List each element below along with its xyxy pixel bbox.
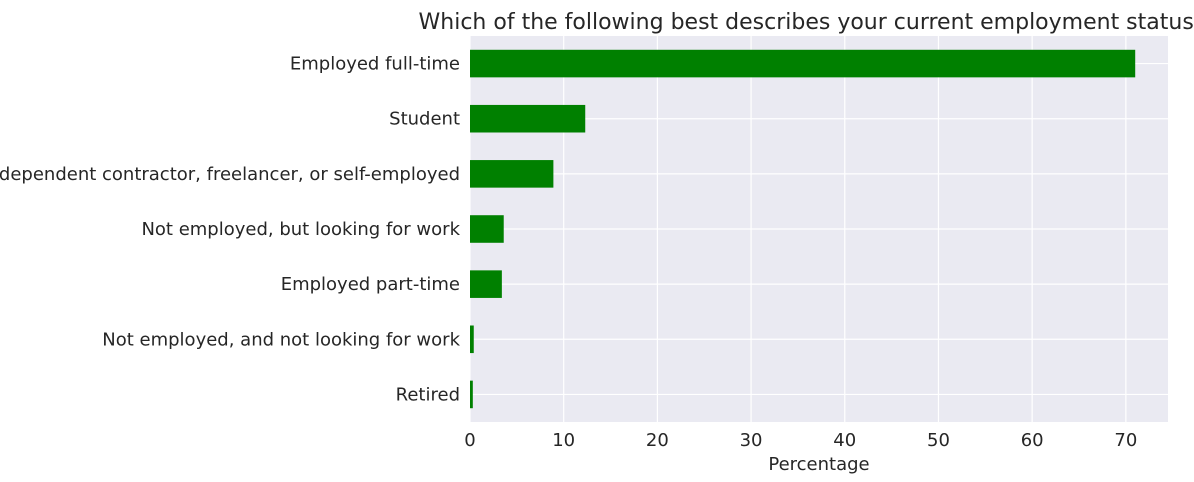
y-tick-label: Not employed, but looking for work [141,219,460,240]
bar [470,50,1135,78]
bar [470,270,502,298]
x-tick-label: 60 [1021,430,1044,451]
x-tick-label: 40 [833,430,856,451]
x-axis-label: Percentage [768,454,869,475]
y-tick-label: Employed part-time [281,274,460,295]
y-tick-label: Not employed, and not looking for work [102,329,460,350]
chart-title: Which of the following best describes yo… [419,10,1194,35]
y-tick-label: Employed full-time [290,54,460,75]
bar [470,105,585,133]
bar [470,381,473,409]
y-tick-labels: Employed full-time Student Independent con… [0,54,461,406]
x-tick-label: 10 [552,430,575,451]
x-tick-label: 0 [464,430,475,451]
y-tick-label: Student [389,109,460,130]
x-tick-labels: 0 10 20 30 40 50 60 70 [464,430,1137,451]
bar [470,215,504,243]
x-tick-label: 30 [740,430,763,451]
x-tick-label: 70 [1114,430,1137,451]
x-tick-label: 50 [927,430,950,451]
bar [470,160,553,188]
y-tick-label: Retired [396,384,460,405]
x-tick-label: 20 [646,430,669,451]
bar [470,326,474,354]
y-tick-label: Independent contractor, freelancer, or s… [0,164,460,185]
